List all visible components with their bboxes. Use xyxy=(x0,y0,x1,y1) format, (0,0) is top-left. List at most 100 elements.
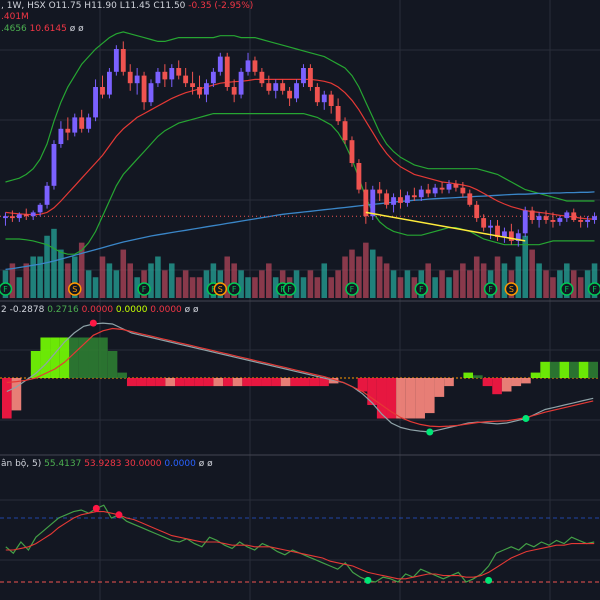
volume-bar xyxy=(342,256,348,298)
candle-body xyxy=(522,210,528,234)
candle-body xyxy=(335,106,341,122)
candle-body xyxy=(113,49,119,72)
macd-hist-bar xyxy=(280,378,291,387)
candle-body xyxy=(176,68,182,76)
volume-bar xyxy=(564,263,570,298)
volume-bar xyxy=(203,270,210,298)
candle-body xyxy=(446,183,452,190)
legend-value: ø xyxy=(182,305,191,315)
macd-hist-bar xyxy=(184,378,195,387)
candle-body xyxy=(578,220,584,222)
candle-body xyxy=(377,189,383,194)
volume-bar xyxy=(376,256,383,298)
legend-value: 0.0000 xyxy=(79,305,114,315)
legend-value: ø xyxy=(190,305,199,315)
legend-value: 0.0000 xyxy=(113,305,148,315)
volume-bar xyxy=(529,249,535,298)
legend-value: -0.2878 xyxy=(7,305,45,315)
volume-bar xyxy=(321,263,328,298)
macd-hist-bar xyxy=(424,378,435,414)
macd-hist-bar xyxy=(511,378,522,387)
legend-value: .4656 xyxy=(1,24,27,34)
macd-hist-bar xyxy=(473,375,483,378)
candle-body xyxy=(349,140,355,163)
macd-hist-bar xyxy=(396,378,406,419)
macd-hist-bar xyxy=(530,372,541,378)
volume-bar xyxy=(252,277,258,298)
candle-body xyxy=(141,75,147,103)
macd-pane[interactable] xyxy=(0,319,600,436)
volume-bar xyxy=(425,263,431,298)
volume-bar xyxy=(238,270,244,298)
legend-value: , 1W, HSX xyxy=(1,1,46,11)
event-badge-label: F xyxy=(3,285,8,294)
volume-bar xyxy=(453,270,459,298)
event-badge-label: F xyxy=(211,285,216,294)
macd-hist-bar xyxy=(444,378,454,387)
volume-bar xyxy=(390,270,397,298)
legend-rsi: ân bộ, 5) 55.4137 53.9283 30.0000 0.0000… xyxy=(1,458,213,469)
macd-hist-bar xyxy=(521,378,531,384)
volume-bar xyxy=(231,263,237,298)
volume-bar xyxy=(536,263,542,298)
event-badge xyxy=(282,282,297,296)
macd-hist-bar xyxy=(588,361,598,378)
macd-hist-bar xyxy=(319,378,329,387)
macd-hist-bar xyxy=(2,378,12,419)
candle-body xyxy=(148,83,154,103)
event-badge-label: F xyxy=(142,285,147,294)
macd-hist-bar xyxy=(290,378,300,387)
candle-body xyxy=(273,83,279,91)
volume-bar xyxy=(30,256,36,298)
candle-body xyxy=(411,195,417,198)
macd-hist-bar xyxy=(559,361,570,378)
rsi-pane[interactable] xyxy=(0,504,600,584)
macd-hist-bar xyxy=(194,378,204,387)
volume-bar xyxy=(259,270,265,298)
candle-body xyxy=(30,212,36,217)
legend-value: 53.9283 xyxy=(81,459,121,469)
macd-hist-bar xyxy=(11,378,22,411)
volume-bar xyxy=(9,263,16,298)
signal-line xyxy=(6,327,594,428)
volume-bar xyxy=(328,277,334,298)
macd-hist-bar xyxy=(175,378,185,387)
candle-body xyxy=(134,75,140,84)
rsi-signal-marker xyxy=(92,504,100,512)
volume-bar xyxy=(369,249,376,298)
macd-hist-bar xyxy=(117,372,127,378)
ma-fast-line xyxy=(5,78,595,220)
macd-hist-bar xyxy=(271,378,281,387)
volume-bar xyxy=(106,263,113,298)
candle-body xyxy=(488,225,494,228)
macd-hist-bar xyxy=(98,337,108,378)
candle-body xyxy=(231,87,237,95)
volume-bar xyxy=(467,270,473,298)
candle-body xyxy=(86,117,92,129)
macd-hist-bar xyxy=(482,378,493,387)
volume-bar xyxy=(480,263,487,298)
volume-bar xyxy=(16,277,23,298)
volume-bar xyxy=(293,270,300,298)
candle-body xyxy=(467,193,473,205)
event-badge-label: F xyxy=(350,285,355,294)
volume-bar xyxy=(78,242,85,298)
volume-bar xyxy=(363,242,369,298)
macd-hist-bar xyxy=(376,378,387,419)
event-badge xyxy=(227,282,241,296)
trendline xyxy=(365,211,526,242)
ma-slow-line xyxy=(5,191,595,271)
macd-hist-bar xyxy=(492,378,502,395)
event-badge xyxy=(213,282,228,296)
candle-body xyxy=(481,218,487,228)
candle-body xyxy=(58,128,64,144)
legend-value: O11.75 xyxy=(46,1,82,11)
legend-value: .401M xyxy=(1,12,29,22)
candle-body xyxy=(404,195,410,203)
macd-hist-bar xyxy=(501,378,512,392)
candle-body xyxy=(307,68,313,87)
candle-body xyxy=(391,197,396,205)
volume-bar xyxy=(196,277,203,298)
